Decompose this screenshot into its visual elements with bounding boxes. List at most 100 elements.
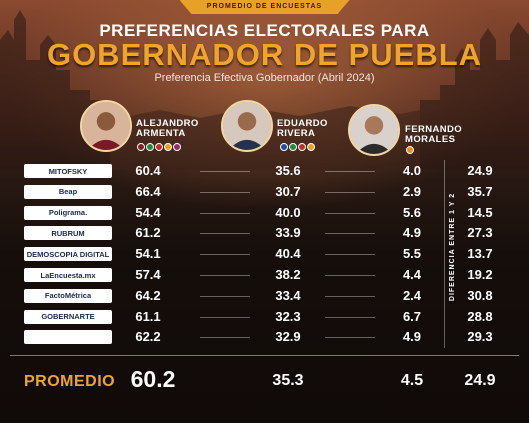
row-divider [200, 212, 250, 214]
candidate-photo-armenta [80, 100, 132, 152]
row-divider [200, 275, 250, 276]
candidate-first-name: EDUARDO [277, 118, 328, 129]
value-morales: 5.5 [402, 246, 422, 262]
value-rivera: 32.9 [275, 329, 301, 345]
average-label: PROMEDIO [24, 373, 116, 390]
value-difference: 35.7 [467, 183, 493, 199]
value-difference: 19.2 [467, 267, 493, 282]
value-rivera: 40.0 [275, 204, 301, 220]
party-logos [137, 143, 181, 151]
value-morales: 5.6 [402, 204, 422, 220]
value-rivera: 33.9 [275, 225, 301, 241]
value-armenta: 61.1 [135, 308, 161, 324]
pollster-logo [24, 330, 112, 345]
row-divider [325, 233, 375, 235]
pollster-logo: DEMOSCOPIA DIGITAL [24, 247, 112, 262]
pollster-logo: Beap [24, 184, 112, 199]
title-line-1: PREFERENCIAS ELECTORALES PARA [99, 21, 430, 40]
value-armenta: 57.4 [135, 267, 161, 282]
row-divider [325, 295, 375, 297]
pollster-logo: GOBERNARTE [24, 309, 112, 324]
value-difference: 27.3 [467, 225, 493, 241]
party-logo-icon [173, 143, 181, 151]
value-rivera: 40.4 [275, 246, 301, 262]
value-rivera: 32.3 [275, 308, 301, 324]
table-row: GOBERNARTE 61.1 32.3 6.7 28.8 [0, 307, 529, 327]
pollster-logo: MITOFSKY [24, 164, 112, 178]
value-morales: 2.4 [402, 287, 422, 303]
row-divider [200, 191, 250, 193]
value-difference: 29.3 [467, 329, 493, 345]
table-row: FactoMétrica 64.2 33.4 2.4 30.8 [0, 286, 529, 306]
party-logo-icon [137, 143, 145, 151]
table-row: 62.2 32.9 4.9 29.3 [0, 327, 529, 347]
average-rivera: 35.3 [272, 372, 304, 389]
value-armenta: 60.4 [135, 163, 161, 178]
row-divider [200, 337, 250, 339]
row-divider [325, 191, 375, 193]
value-morales: 6.7 [402, 308, 422, 324]
difference-column-divider [444, 160, 445, 348]
value-armenta: 62.2 [135, 329, 161, 345]
value-rivera: 30.7 [275, 183, 301, 199]
party-logos [406, 146, 414, 154]
party-logo-icon [406, 146, 414, 154]
table-row: Beap 66.4 30.7 2.9 35.7 [0, 182, 529, 202]
value-difference: 24.9 [467, 163, 493, 178]
row-divider [325, 171, 375, 172]
candidate-first-name: ALEJANDRO [136, 118, 199, 129]
party-logo-icon [280, 143, 288, 151]
pollster-logo: Poligrama. [24, 205, 112, 220]
value-difference: 28.8 [467, 308, 493, 324]
party-logo-icon [289, 143, 297, 151]
row-divider [200, 254, 250, 256]
value-armenta: 64.2 [135, 287, 161, 303]
value-morales: 4.4 [402, 267, 422, 282]
value-morales: 4.0 [402, 163, 422, 178]
pollster-logo: FactoMétrica [24, 288, 112, 303]
value-morales: 2.9 [402, 183, 422, 199]
header-tag: PROMEDIO DE ENCUESTAS [179, 0, 350, 14]
value-armenta: 66.4 [135, 183, 161, 199]
row-divider [325, 212, 375, 214]
candidate-first-name: FERNANDO [405, 124, 463, 135]
row-divider [200, 295, 250, 297]
value-difference: 13.7 [467, 246, 493, 262]
value-difference: 14.5 [467, 204, 493, 220]
value-rivera: 33.4 [275, 287, 301, 303]
row-divider [325, 337, 375, 339]
row-divider [200, 316, 250, 318]
value-armenta: 61.2 [135, 225, 161, 241]
party-logos [280, 143, 315, 151]
candidate-photo-morales [348, 104, 400, 156]
table-row: LaEncuesta.mx 57.4 38.2 4.4 19.2 [0, 265, 529, 285]
average-armenta: 60.2 [130, 366, 176, 392]
value-morales: 4.9 [402, 225, 422, 241]
candidate-last-name: RIVERA [277, 128, 316, 139]
value-armenta: 54.4 [135, 204, 161, 220]
row-divider [325, 275, 375, 276]
row-divider [200, 233, 250, 235]
party-logo-icon [155, 143, 163, 151]
pollster-logo: LaEncuesta.mx [24, 268, 112, 282]
table-row: RUBRUM 61.2 33.9 4.9 27.3 [0, 223, 529, 243]
pollster-logo: RUBRUM [24, 226, 112, 241]
party-logo-icon [307, 143, 315, 151]
average-morales: 4.5 [400, 372, 424, 389]
row-divider [325, 316, 375, 318]
candidate-last-name: MORALES [405, 134, 456, 145]
table-row: MITOFSKY 60.4 35.6 4.0 24.9 [0, 161, 529, 181]
value-rivera: 38.2 [275, 267, 301, 282]
title-line-2: GOBERNADOR DE PUEBLA [46, 37, 483, 72]
table-row: DEMOSCOPIA DIGITAL 54.1 40.4 5.5 13.7 [0, 244, 529, 264]
candidate-last-name: ARMENTA [136, 128, 186, 139]
party-logo-icon [298, 143, 306, 151]
table-row: Poligrama. 54.4 40.0 5.6 14.5 [0, 203, 529, 223]
value-rivera: 35.6 [275, 163, 301, 178]
average-difference: 24.9 [464, 372, 496, 389]
row-divider [325, 254, 375, 256]
value-armenta: 54.1 [135, 246, 161, 262]
party-logo-icon [164, 143, 172, 151]
value-difference: 30.8 [467, 287, 493, 303]
